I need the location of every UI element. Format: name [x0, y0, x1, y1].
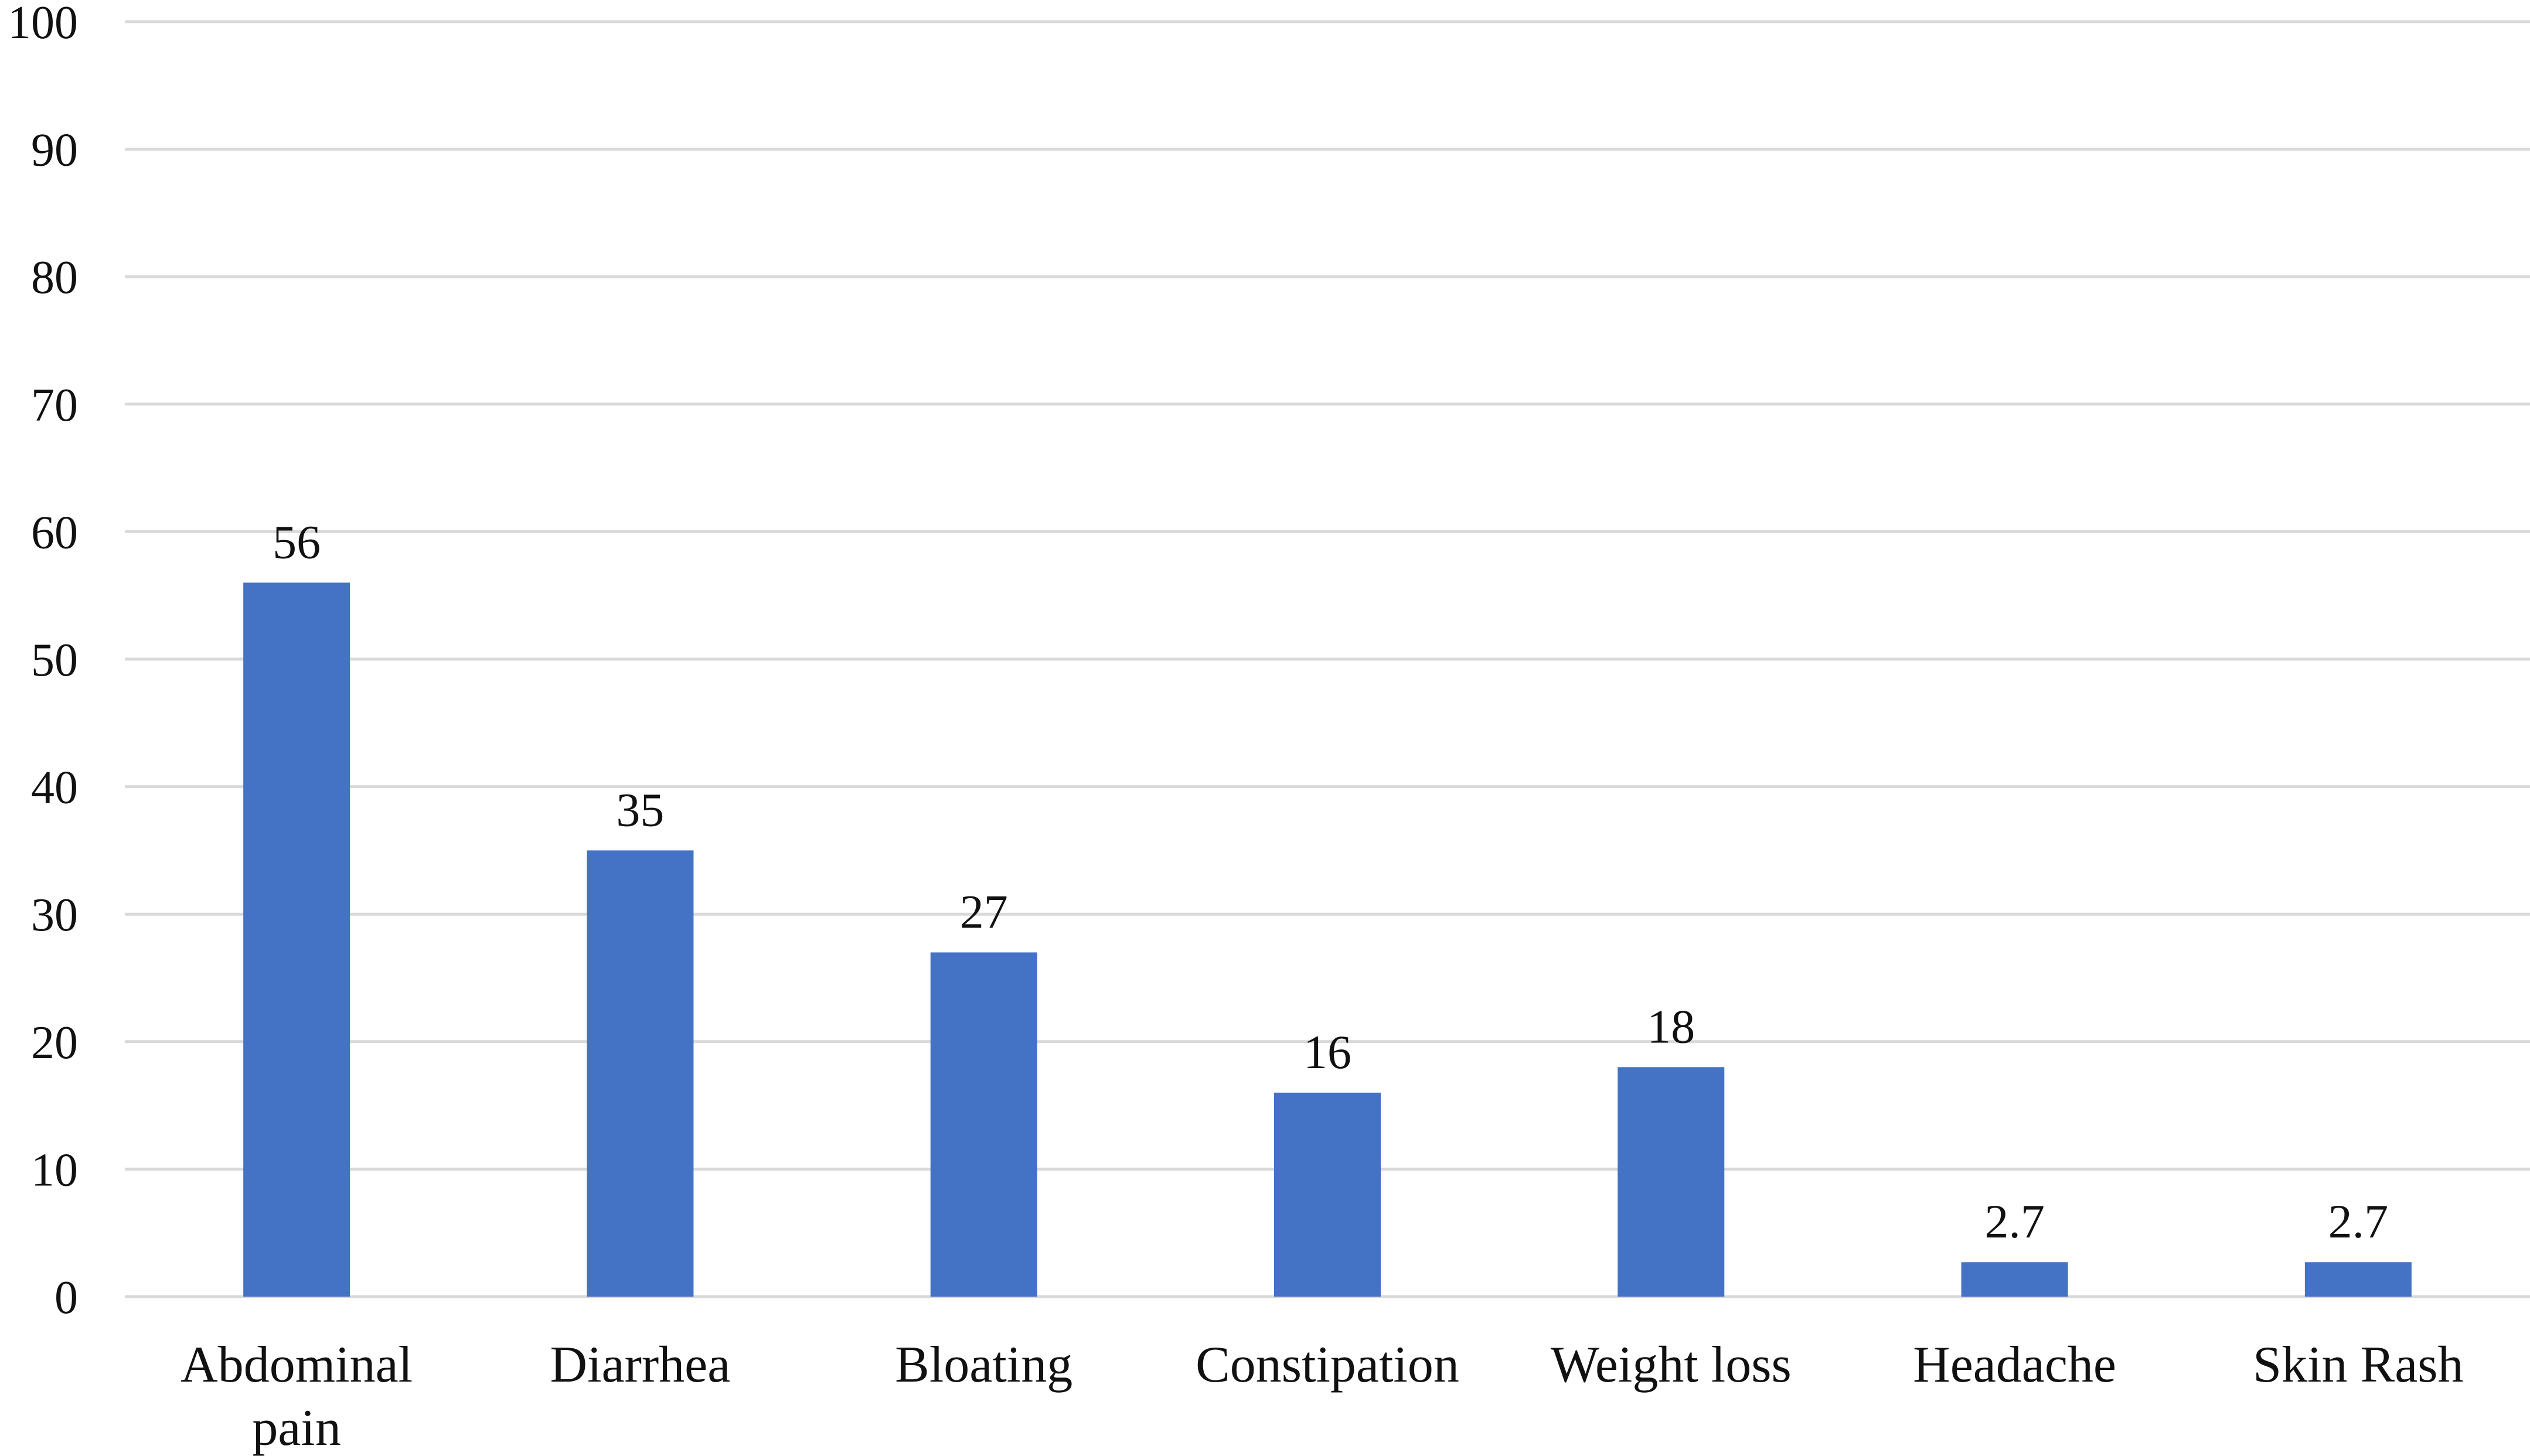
data-label: 27 — [960, 885, 1008, 938]
y-tick-label: 20 — [31, 1017, 78, 1069]
y-tick-label: 40 — [31, 762, 78, 814]
x-tick-label: Headache — [1913, 1336, 2116, 1393]
y-tick-label: 100 — [8, 0, 78, 49]
data-labels: 56 35 27 16 18 2.7 2.7 — [273, 515, 2388, 1248]
x-tick-label: Constipation — [1196, 1336, 1459, 1393]
bar-weight-loss — [1618, 1067, 1725, 1297]
data-label: 56 — [273, 515, 321, 568]
y-tick-label: 70 — [31, 380, 78, 431]
y-tick-label: 80 — [31, 252, 78, 304]
bar-skin-rash — [2304, 1262, 2412, 1297]
bar-bloating — [930, 952, 1037, 1297]
y-tick-label: 60 — [31, 507, 78, 558]
gridlines — [125, 20, 2530, 1298]
data-label: 2.7 — [2328, 1195, 2389, 1248]
y-tick-label: 10 — [31, 1144, 78, 1196]
bar-constipation — [1274, 1092, 1381, 1297]
data-label: 16 — [1303, 1025, 1351, 1079]
x-tick-label: Diarrhea — [550, 1336, 731, 1393]
data-label: 35 — [616, 783, 664, 836]
x-tick-label: Weight loss — [1551, 1336, 1792, 1393]
y-axis-tick-labels: 0 10 20 30 40 50 60 70 80 90 100 — [8, 0, 78, 1324]
data-label: 2.7 — [1984, 1195, 2045, 1248]
x-tick-label: Abdominal pain — [181, 1336, 413, 1456]
bar-diarrhea — [587, 850, 694, 1297]
bar-abdominal-pain — [243, 582, 350, 1297]
y-tick-label: 50 — [31, 635, 78, 686]
x-tick-label: Skin Rash — [2253, 1336, 2463, 1393]
x-axis-category-labels: Abdominal pain Diarrhea Bloating Constipatio… — [181, 1336, 2463, 1456]
bars — [243, 582, 2412, 1297]
bar-headache — [1961, 1262, 2068, 1297]
y-tick-label: 0 — [55, 1272, 78, 1324]
y-tick-label: 30 — [31, 889, 78, 941]
x-tick-label: Bloating — [895, 1336, 1072, 1393]
data-label: 18 — [1647, 1000, 1695, 1053]
y-tick-label: 90 — [31, 125, 78, 176]
